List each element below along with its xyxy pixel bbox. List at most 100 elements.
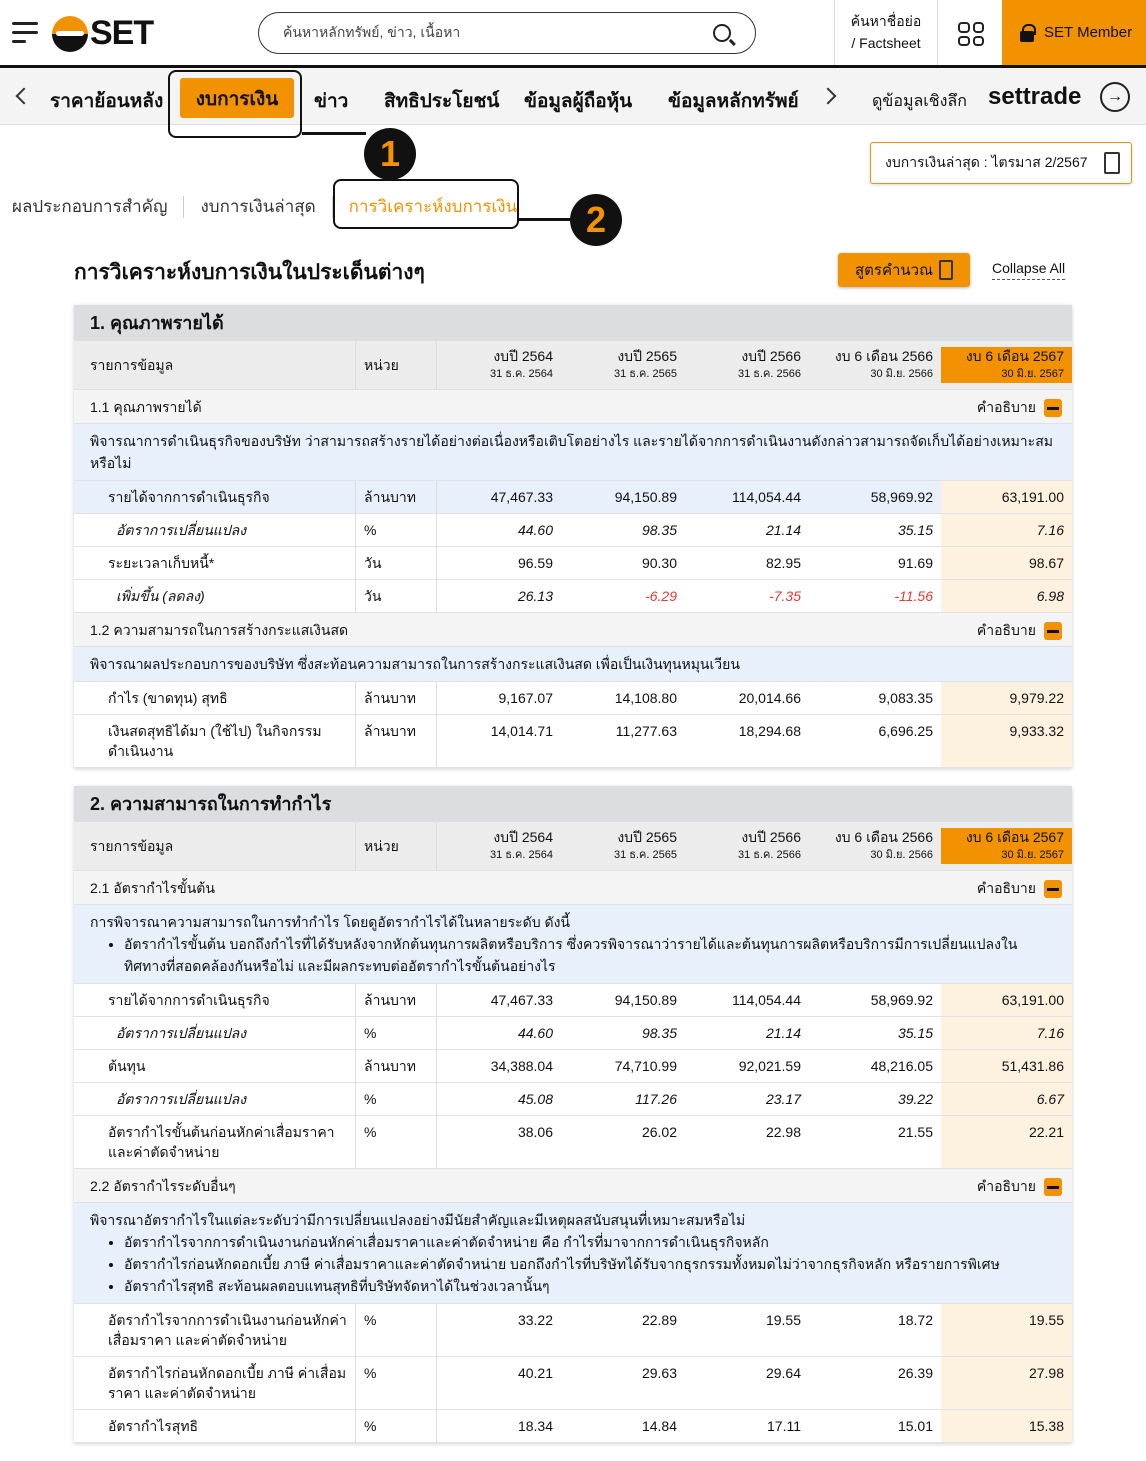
row-value: 29.64: [765, 1365, 801, 1381]
period-date: 31 ธ.ค. 2564: [489, 849, 553, 861]
row-value: 45.08: [517, 1091, 553, 1107]
description-text: พิจารณาอัตรากำไรในแต่ละระดับว่ามีการเปลี…: [90, 1212, 746, 1228]
bullet-item: อัตรากำไรสุทธิ สะท้อนผลตอบแทนสุทธิที่บริ…: [124, 1275, 1056, 1297]
row-value: 82.95: [765, 555, 801, 571]
row-label: อัตราการเปลี่ยนแปลง: [74, 1017, 356, 1049]
subtab-financial-analysis[interactable]: การวิเคราะห์งบการเงิน: [348, 197, 518, 216]
search-icon[interactable]: [713, 24, 731, 42]
row-value: 39.22: [897, 1091, 933, 1107]
row-unit: วัน: [356, 580, 437, 612]
collapse-minus-icon: [1044, 622, 1062, 641]
description-bullets: อัตรากำไรจากการดำเนินงานก่อนหักค่าเสื่อม…: [90, 1231, 1056, 1297]
subtab-key-results[interactable]: ผลประกอบการสำคัญ: [12, 197, 168, 216]
row-value: 44.60: [517, 522, 553, 538]
row-value: 98.67: [941, 547, 1072, 579]
row-value: 98.35: [641, 522, 677, 538]
column-header-period: งบ 6 เดือน 2566 30 มิ.ย. 2566: [809, 347, 941, 383]
row-value: 114,054.44: [731, 489, 801, 505]
collapse-all-link[interactable]: Collapse All: [992, 260, 1066, 280]
latest-financials-button[interactable]: งบการเงินล่าสุด : ไตรมาส 2/2567: [870, 142, 1132, 184]
arrow-right-circle-icon[interactable]: →: [1100, 82, 1130, 112]
bullet-item: อัตรากำไรก่อนหักดอกเบี้ย ภาษี ค่าเสื่อมร…: [124, 1253, 1056, 1275]
row-value: 74,710.99: [614, 1058, 677, 1074]
chevron-left-icon[interactable]: [15, 87, 33, 105]
deep-info-link[interactable]: ดูข้อมูลเชิงลึก: [872, 93, 967, 110]
row-value: 58,969.92: [870, 489, 933, 505]
row-value: 33.22: [517, 1312, 553, 1328]
period-title: งบ 6 เดือน 2566: [834, 829, 933, 845]
row-unit: %: [356, 1410, 437, 1442]
table-row: อัตรากำไรสุทธิ% 18.34 14.84 17.11 15.01 15.38: [74, 1410, 1072, 1443]
page-title: การวิเคราะห์งบการเงินในประเด็นต่างๆ: [74, 261, 425, 284]
subsection-header: 1.1 คุณภาพรายได้ คำอธิบาย: [74, 390, 1072, 424]
row-value: 14.84: [641, 1418, 677, 1434]
row-value: 90.30: [641, 555, 677, 571]
tab-news[interactable]: ข่าว: [314, 91, 349, 112]
explain-toggle[interactable]: คำอธิบาย: [977, 390, 1062, 423]
tab-shareholders[interactable]: ข้อมูลผู้ถือหุ้น: [524, 91, 633, 112]
subtab-latest-financials[interactable]: งบการเงินล่าสุด: [200, 197, 316, 216]
row-value: 29.63: [641, 1365, 677, 1381]
row-value: 6,696.25: [878, 723, 934, 739]
settrade-logo[interactable]: settrade: [988, 83, 1082, 110]
row-value: 9,979.22: [941, 682, 1072, 714]
table-row: อัตราการเปลี่ยนแปลง% 45.08 117.26 23.17 39.2…: [74, 1083, 1072, 1116]
set-logo[interactable]: SET: [52, 14, 154, 53]
row-label: อัตรากำไรก่อนหักดอกเบี้ย ภาษี ค่าเสื่อมร…: [74, 1357, 356, 1409]
row-value: 14,108.80: [614, 690, 677, 706]
row-unit: %: [356, 1116, 437, 1168]
explain-toggle[interactable]: คำอธิบาย: [977, 613, 1062, 646]
row-label: เงินสดสุทธิได้มา (ใช้ไป) ในกิจกรรมดำเนิน…: [74, 715, 356, 767]
factsheet-button[interactable]: ค้นหาชื่อย่อ / Factsheet: [834, 0, 938, 65]
collapse-minus-icon: [1044, 399, 1062, 418]
period-title: งบ 6 เดือน 2567: [965, 348, 1064, 364]
explain-label: คำอธิบาย: [976, 399, 1036, 415]
collapse-minus-icon: [1044, 880, 1062, 899]
row-value: -6.29: [645, 588, 677, 604]
table-row: อัตรากำไรจากการดำเนินงานก่อนหักค่าเสื่อม…: [74, 1304, 1072, 1357]
column-header-item: รายการข้อมูล: [74, 340, 356, 390]
row-unit: %: [356, 514, 437, 546]
row-unit: %: [356, 1304, 437, 1356]
row-value: 94,150.89: [614, 489, 677, 505]
row-label: อัตรากำไรจากการดำเนินงานก่อนหักค่าเสื่อม…: [74, 1304, 356, 1356]
row-label: เพิ่มขึ้น (ลดลง): [74, 580, 356, 612]
column-header-period: งบ 6 เดือน 2567 30 มิ.ย. 2567: [941, 347, 1072, 383]
subsection-description: พิจารณาผลประกอบการของบริษัท ซึ่งสะท้อนคว…: [74, 647, 1072, 682]
period-title: งบปี 2564: [493, 348, 553, 364]
row-value: 18.34: [517, 1418, 553, 1434]
tab-price-history[interactable]: ราคาย้อนหลัง: [50, 91, 164, 112]
menu-icon[interactable]: [12, 22, 38, 49]
row-value: 44.60: [517, 1025, 553, 1041]
row-value: 7.16: [941, 514, 1072, 546]
column-header-period: งบปี 2565 31 ธ.ค. 2565: [561, 828, 685, 864]
table-row: ต้นทุน ล้านบาท 34,388.04 74,710.99 92,021.59…: [74, 1050, 1072, 1083]
tab-rights[interactable]: สิทธิประโยชน์: [384, 91, 500, 112]
tab-securities-info[interactable]: ข้อมูลหลักทรัพย์: [668, 91, 799, 112]
row-value: -11.56: [894, 588, 933, 604]
column-header-period: งบปี 2564 31 ธ.ค. 2564: [437, 347, 561, 383]
row-value: 94,150.89: [614, 992, 677, 1008]
search-input[interactable]: ค้นหาหลักทรัพย์, ข่าว, เนื้อหา: [258, 12, 756, 54]
column-header-unit: หน่วย: [356, 821, 437, 871]
row-label: อัตรากำไรขั้นต้นก่อนหักค่าเสื่อมราคาและค…: [74, 1116, 356, 1168]
chevron-right-icon[interactable]: [819, 87, 837, 105]
set-member-button[interactable]: SET Member: [1002, 0, 1146, 65]
explain-toggle[interactable]: คำอธิบาย: [977, 1169, 1062, 1202]
period-date: 31 ธ.ค. 2564: [489, 368, 553, 380]
search-placeholder: ค้นหาหลักทรัพย์, ข่าว, เนื้อหา: [283, 24, 461, 40]
annotation-badge-2: 2: [570, 194, 622, 246]
row-value: 96.59: [517, 555, 553, 571]
column-header-period: งบ 6 เดือน 2567 30 มิ.ย. 2567: [941, 828, 1072, 864]
row-value: 34,388.04: [490, 1058, 553, 1074]
subsection-title: 2.1 อัตรากำไรขั้นต้น: [90, 880, 215, 896]
table-header-row: รายการข้อมูล หน่วย งบปี 2564 31 ธ.ค. 2564 งบ…: [74, 340, 1072, 390]
apps-grid-icon[interactable]: [958, 22, 984, 46]
period-date: 31 ธ.ค. 2565: [613, 368, 677, 380]
row-value: 21.14: [765, 1025, 801, 1041]
column-header-item: รายการข้อมูล: [74, 821, 356, 871]
tab-financials[interactable]: งบการเงิน: [180, 78, 294, 118]
explain-toggle[interactable]: คำอธิบาย: [977, 871, 1062, 904]
description-bullets: อัตรากำไรขั้นต้น บอกถึงกำไรที่ได้รับหลัง…: [90, 933, 1056, 977]
formula-button[interactable]: สูตรคำนวณ: [838, 253, 970, 287]
